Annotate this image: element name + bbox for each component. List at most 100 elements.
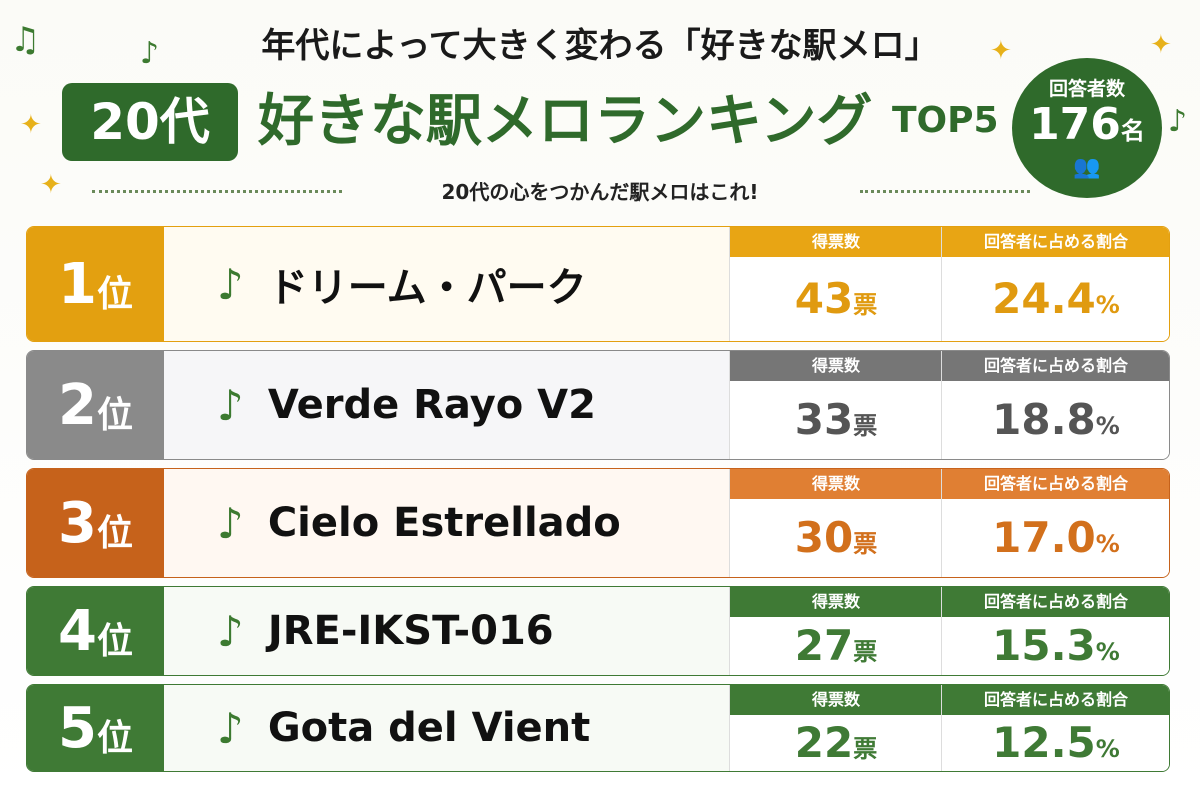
votes-unit: 票: [853, 735, 878, 763]
share-header: 回答者に占める割合: [942, 685, 1169, 715]
share-unit: %: [1095, 638, 1120, 666]
votes-cell: 得票数 33票: [729, 351, 942, 459]
note-icon: ♪: [217, 606, 244, 656]
note-icon: ♪: [217, 498, 244, 548]
song-name: ドリーム・パーク: [267, 265, 587, 311]
ranking-row: 3 位 ♪ Cielo Estrellado 得票数 30票 回答者に占める割合 17.0%: [26, 468, 1170, 578]
divider: [92, 190, 342, 193]
share-number: 17.0: [992, 513, 1096, 562]
share-value: 12.5%: [942, 715, 1169, 771]
decoration: ♫: [10, 20, 41, 60]
votes-number: 30: [794, 513, 854, 562]
share-unit: %: [1095, 291, 1120, 319]
subtitle: 20代の心をつかんだ駅メロはこれ!: [441, 180, 759, 204]
ranking-row: 4 位 ♪ JRE-IKST-016 得票数 27票 回答者に占める割合 15.3%: [26, 586, 1170, 676]
share-cell: 回答者に占める割合 24.4%: [941, 227, 1169, 341]
badge-label: 回答者数: [1048, 78, 1125, 100]
votes-number: 33: [794, 395, 854, 444]
votes-header: 得票数: [730, 469, 942, 499]
votes-header: 得票数: [730, 587, 942, 617]
share-value: 17.0%: [942, 499, 1169, 577]
note-icon: ♪: [217, 380, 244, 430]
song-name: Cielo Estrellado: [267, 500, 621, 546]
votes-number: 22: [794, 718, 854, 767]
rank-unit: 位: [96, 513, 133, 554]
share-unit: %: [1095, 530, 1120, 558]
share-header: 回答者に占める割合: [942, 351, 1169, 381]
heading: 好きな駅メロランキング: [258, 89, 873, 154]
title: 年代によって大きく変わる「好きな駅メロ」: [261, 26, 939, 66]
rank-unit: 位: [96, 274, 133, 315]
note-icon: ♪: [217, 703, 244, 753]
ranking-row: 1 位 ♪ ドリーム・パーク 得票数 43票 回答者に占める割合 24.4%: [26, 226, 1170, 342]
votes-header: 得票数: [730, 227, 942, 257]
share-header: 回答者に占める割合: [942, 587, 1169, 617]
rank-unit: 位: [96, 621, 133, 662]
people-icon: 👥: [1073, 155, 1101, 180]
votes-cell: 得票数 43票: [729, 227, 942, 341]
share-header: 回答者に占める割合: [942, 469, 1169, 499]
votes-cell: 得票数 30票: [729, 469, 942, 577]
votes-unit: 票: [853, 412, 878, 440]
share-number: 15.3: [992, 621, 1096, 670]
votes-value: 27票: [730, 617, 942, 675]
note-icon: ♪: [217, 259, 244, 309]
rank-unit: 位: [96, 718, 133, 759]
rank-number: 5: [58, 695, 97, 761]
song: ♪ Verde Rayo V2: [217, 351, 596, 459]
votes-cell: 得票数 27票: [729, 587, 942, 675]
age-label: 20代: [62, 83, 238, 161]
share-value: 15.3%: [942, 617, 1169, 675]
badge-count: 176名: [1012, 101, 1162, 155]
votes-unit: 票: [853, 291, 878, 319]
count: 176: [1029, 99, 1121, 150]
share-value: 24.4%: [942, 257, 1169, 341]
share-number: 18.8: [992, 395, 1096, 444]
respondent-badge: 回答者数 176名 👥: [1012, 58, 1162, 198]
unit: 名: [1120, 117, 1145, 145]
votes-value: 30票: [730, 499, 942, 577]
decoration: ♪: [140, 36, 160, 71]
song: ♪ Cielo Estrellado: [217, 469, 621, 577]
song-name: Gota del Vient: [267, 705, 591, 751]
votes-value: 43票: [730, 257, 942, 341]
song: ♪ Gota del Vient: [217, 685, 590, 771]
votes-header: 得票数: [730, 685, 942, 715]
votes-header: 得票数: [730, 351, 942, 381]
rank-number: 3: [58, 490, 97, 556]
share-cell: 回答者に占める割合 17.0%: [941, 469, 1169, 577]
share-value: 18.8%: [942, 381, 1169, 459]
song: ♪ JRE-IKST-016: [217, 587, 554, 675]
rank-number: 4: [58, 598, 97, 664]
share-number: 24.4: [992, 274, 1096, 323]
share-header: 回答者に占める割合: [942, 227, 1169, 257]
votes-cell: 得票数 22票: [729, 685, 942, 771]
share-cell: 回答者に占める割合 18.8%: [941, 351, 1169, 459]
share-unit: %: [1095, 412, 1120, 440]
decoration: ✦: [1150, 30, 1172, 60]
share-cell: 回答者に占める割合 12.5%: [941, 685, 1169, 771]
votes-value: 22票: [730, 715, 942, 771]
share-number: 12.5: [992, 718, 1096, 767]
share-unit: %: [1095, 735, 1120, 763]
share-cell: 回答者に占める割合 15.3%: [941, 587, 1169, 675]
divider: [860, 190, 1030, 193]
rank-unit: 位: [96, 395, 133, 436]
top-label: TOP5: [892, 100, 999, 141]
votes-number: 43: [794, 274, 854, 323]
rank-number: 2: [58, 372, 97, 438]
decoration: ♪: [1168, 104, 1188, 139]
votes-unit: 票: [853, 530, 878, 558]
song: ♪ ドリーム・パーク: [217, 227, 587, 341]
decoration: ✦: [20, 110, 42, 140]
decoration: ✦: [990, 36, 1012, 66]
votes-unit: 票: [853, 638, 878, 666]
votes-number: 27: [794, 621, 854, 670]
song-name: JRE-IKST-016: [267, 608, 554, 654]
rank-number: 1: [58, 251, 97, 317]
